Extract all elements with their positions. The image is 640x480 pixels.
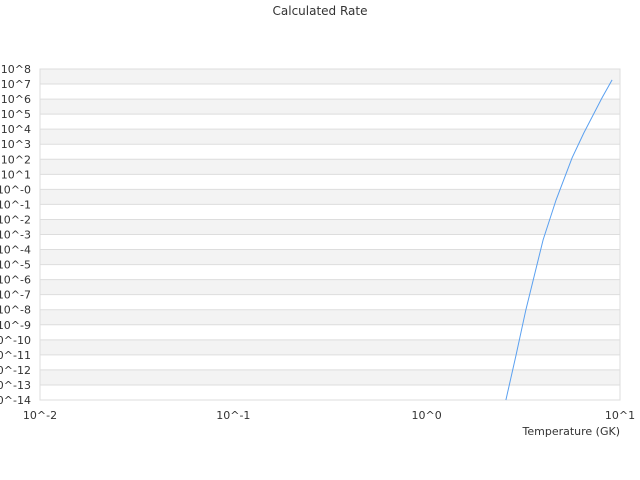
y-tick-label: 10^-9 bbox=[0, 319, 31, 332]
grid-band bbox=[40, 219, 620, 235]
y-tick-label: 10^2 bbox=[1, 153, 31, 166]
y-tick-label: 10^-0 bbox=[0, 183, 31, 196]
y-tick-label: 10^-4 bbox=[0, 244, 31, 257]
grid-band bbox=[40, 279, 620, 295]
y-tick-label: 10^-13 bbox=[0, 379, 31, 392]
x-tick-label: 10^-1 bbox=[216, 409, 250, 422]
grid-band bbox=[40, 369, 620, 385]
grid-band bbox=[40, 189, 620, 205]
x-axis-label: Temperature (GK) bbox=[522, 425, 621, 438]
y-tick-label: 10^5 bbox=[1, 108, 31, 121]
y-tick-label: 10^-14 bbox=[0, 394, 31, 407]
y-tick-label: 10^8 bbox=[1, 63, 31, 76]
grid-band bbox=[40, 99, 620, 115]
grid-band bbox=[40, 144, 620, 160]
x-tick-label: 10^-2 bbox=[23, 409, 57, 422]
y-tick-label: 10^7 bbox=[1, 78, 31, 91]
grid-band bbox=[40, 264, 620, 280]
y-tick-label: 10^-5 bbox=[0, 259, 31, 272]
chart-title: Calculated Rate bbox=[272, 4, 368, 18]
x-tick-label: 10^1 bbox=[605, 409, 635, 422]
plot-frame bbox=[39, 68, 621, 401]
y-tick-label: 10^-11 bbox=[0, 349, 31, 362]
y-tick-label: 10^-2 bbox=[0, 213, 31, 226]
y-tick-label: 10^-7 bbox=[0, 289, 31, 302]
grid-band bbox=[40, 384, 620, 400]
grid-band bbox=[40, 159, 620, 175]
y-tick-label: 10^-8 bbox=[0, 304, 31, 317]
grid-band bbox=[40, 249, 620, 265]
grid-band bbox=[40, 174, 620, 190]
grid-band bbox=[40, 294, 620, 310]
y-tick-label: 10^4 bbox=[1, 123, 31, 136]
grid-band bbox=[40, 339, 620, 355]
grid-band bbox=[40, 324, 620, 340]
grid-band bbox=[40, 114, 620, 130]
y-tick-label: 10^3 bbox=[1, 138, 31, 151]
grid-band bbox=[40, 354, 620, 370]
y-tick-label: 10^-1 bbox=[0, 198, 31, 211]
grid-band bbox=[40, 204, 620, 220]
y-tick-label: 10^-3 bbox=[0, 229, 31, 242]
grid-band bbox=[40, 69, 620, 85]
x-tick-label: 10^0 bbox=[412, 409, 442, 422]
grid-band bbox=[40, 129, 620, 145]
y-tick-label: 10^1 bbox=[1, 168, 31, 181]
y-tick-label: 10^-12 bbox=[0, 364, 31, 377]
y-tick-label: 10^6 bbox=[1, 93, 31, 106]
grid-band bbox=[40, 234, 620, 250]
series-line bbox=[505, 79, 613, 401]
grid-band bbox=[40, 84, 620, 100]
y-tick-label: 10^-6 bbox=[0, 274, 31, 287]
y-tick-label: 10^-10 bbox=[0, 334, 31, 347]
grid-band bbox=[40, 309, 620, 325]
